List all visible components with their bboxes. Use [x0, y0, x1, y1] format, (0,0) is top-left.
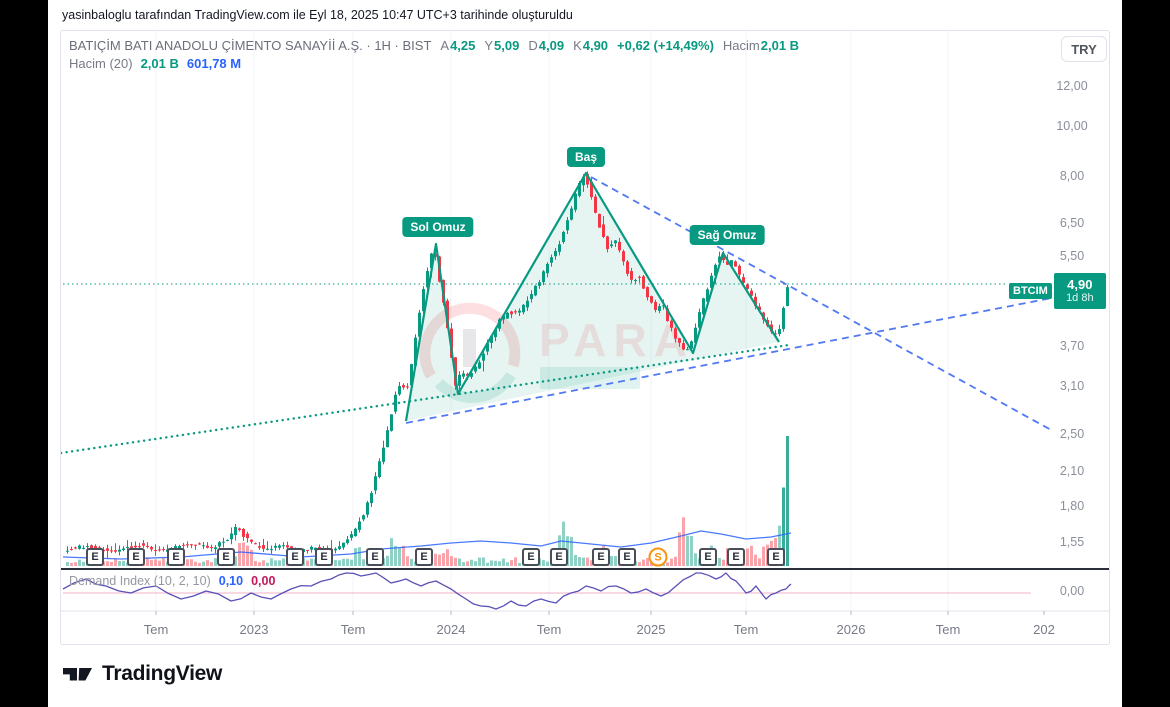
- currency-toggle-button[interactable]: TRY: [1061, 36, 1107, 62]
- price-change: +0,62 (+14,49%): [617, 38, 714, 53]
- pattern-label-head[interactable]: Baş: [566, 147, 606, 167]
- rising-trendline-dashed[interactable]: [405, 296, 1058, 424]
- svg-text:PARA: PARA: [539, 314, 694, 366]
- demand-index-value-1: 0,10: [218, 574, 244, 588]
- price-axis-label: 1,55: [1059, 535, 1085, 549]
- price-axis-label: 0,00: [1059, 584, 1085, 598]
- split-badge[interactable]: S: [648, 547, 668, 567]
- head-shoulders-outline[interactable]: [404, 171, 780, 422]
- watermark-logo: PARA: [419, 302, 694, 403]
- pane-divider[interactable]: [61, 568, 1109, 570]
- demand-index-line: [62, 572, 792, 610]
- earnings-badge[interactable]: E: [522, 548, 540, 566]
- demand-index-title: Demand Index (10, 2, 10): [69, 574, 211, 588]
- main-chart-canvas[interactable]: PARA: [61, 31, 1109, 644]
- demand-index-value-2: 0,00: [251, 574, 276, 588]
- earnings-badge[interactable]: E: [217, 548, 235, 566]
- earnings-badge[interactable]: E: [550, 548, 568, 566]
- price-tag-value: 4,90: [1067, 276, 1093, 292]
- ohlc-low: D 4,09: [528, 38, 565, 53]
- time-axis-label: Tem: [143, 622, 169, 637]
- tradingview-logo[interactable]: TradingView: [62, 657, 222, 691]
- earnings-badge[interactable]: E: [415, 548, 433, 566]
- time-axis-label: Tem: [935, 622, 961, 637]
- tradingview-glyph-icon: [63, 667, 92, 680]
- time-axis-label: 2026: [836, 622, 866, 637]
- volume-indicator-value: 2,01 B: [140, 56, 179, 71]
- price-axis-label: 12,00: [1056, 79, 1088, 93]
- volume-ma-line: [62, 530, 792, 560]
- support-trendline-dotted[interactable]: [61, 343, 791, 455]
- price-axis-label: 10,00: [1056, 119, 1088, 133]
- earnings-badge[interactable]: E: [727, 548, 745, 566]
- earnings-badge[interactable]: E: [699, 548, 717, 566]
- price-axis-label: 3,70: [1059, 339, 1085, 353]
- tradingview-brand-text: TradingView: [102, 662, 223, 685]
- chart-card: PARA BATIÇİM BATI ANADOLU ÇİMENTO SANAYİ…: [60, 30, 1110, 645]
- falling-trendline-dashed[interactable]: [590, 176, 1054, 432]
- earnings-badge[interactable]: E: [286, 548, 304, 566]
- price-axis-label: 3,10: [1059, 379, 1085, 393]
- head-shoulders-fill: [406, 173, 779, 421]
- earnings-badge[interactable]: E: [366, 548, 384, 566]
- earnings-badge[interactable]: E: [315, 548, 333, 566]
- symbol-title[interactable]: BATIÇİM BATI ANADOLU ÇİMENTO SANAYİİ A.Ş…: [69, 38, 432, 53]
- earnings-badge[interactable]: E: [592, 548, 610, 566]
- time-axis-label: 2024: [436, 622, 466, 637]
- price-tag-box: 4,90 1d 8h: [1053, 273, 1106, 309]
- time-axis-label: 2023: [239, 622, 269, 637]
- price-axis-label: 2,10: [1059, 464, 1085, 478]
- time-axis-label: Tem: [733, 622, 759, 637]
- attribution-text: yasinbaloglu tarafından TradingView.com …: [62, 8, 573, 22]
- earnings-badge[interactable]: E: [618, 548, 636, 566]
- time-axis-label: Tem: [536, 622, 562, 637]
- earnings-badge[interactable]: E: [127, 548, 145, 566]
- earnings-badge[interactable]: E: [167, 548, 185, 566]
- ohlc-open: A 4,25: [440, 38, 476, 53]
- content-area: yasinbaloglu tarafından TradingView.com …: [48, 0, 1122, 707]
- pattern-label-right-shoulder[interactable]: Sağ Omuz: [689, 225, 765, 245]
- ohlc-close: K 4,90: [573, 38, 609, 53]
- volume-ma-value: 601,78 M: [186, 56, 242, 71]
- price-axis-label: 1,80: [1059, 499, 1085, 513]
- price-axis-label: 6,50: [1059, 216, 1085, 230]
- price-axis-label: 2,50: [1059, 427, 1085, 441]
- price-tag-countdown: 1d 8h: [1066, 292, 1094, 305]
- time-axis-label: 202: [1033, 622, 1055, 637]
- pattern-label-left-shoulder[interactable]: Sol Omuz: [402, 217, 474, 237]
- time-axis-label: Tem: [340, 622, 366, 637]
- last-price-tag[interactable]: BTCIM 4,90 1d 8h: [1009, 273, 1106, 309]
- ohlc-high: Y 5,09: [484, 38, 520, 53]
- symbol-header: BATIÇİM BATI ANADOLU ÇİMENTO SANAYİİ A.Ş…: [69, 38, 799, 53]
- earnings-badge[interactable]: E: [767, 548, 785, 566]
- volume-indicator-name: Hacim (20): [69, 56, 133, 71]
- price-axis-label: 8,00: [1059, 169, 1085, 183]
- price-tag-symbol: BTCIM: [1009, 283, 1052, 299]
- earnings-badge[interactable]: E: [86, 548, 104, 566]
- volume-indicator-row[interactable]: Hacim (20) 2,01 B 601,78 M: [69, 56, 241, 71]
- time-axis-label: 2025: [636, 622, 666, 637]
- demand-index-header[interactable]: Demand Index (10, 2, 10) 0,10 0,00: [69, 574, 275, 588]
- header-volume: Hacim 2,01 B: [722, 38, 800, 53]
- price-axis-label: 5,50: [1059, 249, 1085, 263]
